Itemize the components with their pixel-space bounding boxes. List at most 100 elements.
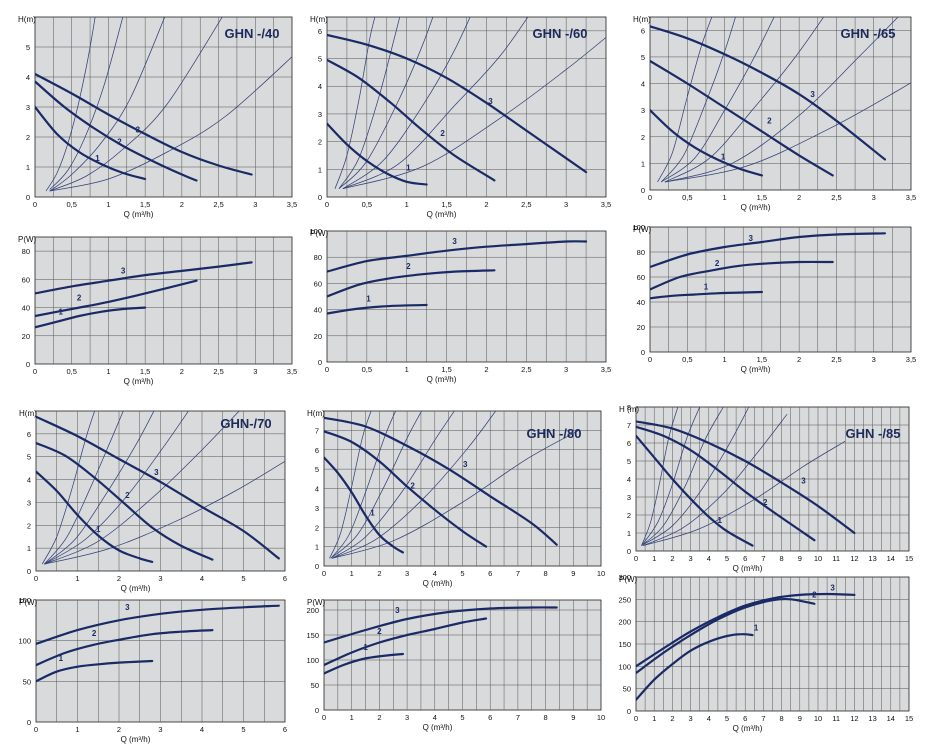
x-tick-label: 4 bbox=[200, 725, 204, 734]
x-tick-label: 2 bbox=[180, 200, 184, 209]
x-tick-label: 4 bbox=[200, 574, 204, 583]
y-tick-label: 4 bbox=[318, 82, 322, 91]
y-tick-label: 5 bbox=[641, 53, 645, 62]
x-tick-label: 15 bbox=[905, 554, 913, 563]
chart-title: GHN -/65 bbox=[841, 26, 896, 41]
y-tick-label: 100 bbox=[306, 656, 319, 665]
curve-label: 1 bbox=[95, 154, 100, 163]
y-tick-label: 5 bbox=[26, 43, 30, 52]
x-tick-label: 2,5 bbox=[521, 365, 531, 374]
y-tick-label: 1 bbox=[27, 544, 31, 553]
pump-curve-2 bbox=[35, 80, 198, 182]
x-tick-label: 13 bbox=[868, 554, 876, 563]
curve-label: 1 bbox=[406, 164, 411, 173]
pump-curve-1 bbox=[650, 109, 763, 177]
x-tick-label: 1,5 bbox=[441, 200, 451, 209]
y-tick-label: 0 bbox=[315, 562, 319, 571]
x-tick-label: 7 bbox=[516, 713, 520, 722]
curve-label: 3 bbox=[395, 606, 400, 615]
system-curve bbox=[664, 17, 825, 183]
x-tick-label: 5 bbox=[241, 725, 245, 734]
x-tick-label: 1,5 bbox=[441, 365, 451, 374]
y-tick-label: 6 bbox=[27, 430, 31, 439]
x-axis-title: Q (m³/h) bbox=[124, 210, 154, 219]
pump-curve-2 bbox=[35, 279, 198, 318]
x-tick-label: 2 bbox=[670, 714, 674, 723]
system-curve bbox=[643, 413, 788, 546]
system-curve bbox=[330, 411, 397, 559]
x-tick-label: 10 bbox=[814, 714, 822, 723]
chart-title: GHN-/70 bbox=[220, 416, 271, 431]
x-tick-label: 4 bbox=[707, 714, 711, 723]
x-tick-label: 5 bbox=[241, 574, 245, 583]
x-tick-label: 3 bbox=[872, 355, 876, 364]
y-tick-label: 5 bbox=[315, 465, 319, 474]
x-tick-label: 11 bbox=[832, 554, 840, 563]
x-tick-label: 10 bbox=[597, 569, 605, 578]
x-tick-label: 1 bbox=[722, 355, 726, 364]
pump-curve-2 bbox=[650, 59, 834, 177]
x-tick-label: 5 bbox=[725, 554, 729, 563]
x-tick-label: 3,5 bbox=[906, 193, 916, 202]
system-curve bbox=[664, 17, 899, 183]
system-curve bbox=[44, 411, 240, 565]
y-tick-label: 150 bbox=[18, 596, 31, 605]
x-tick-label: 6 bbox=[488, 713, 492, 722]
curve-label: 1 bbox=[58, 308, 63, 317]
y-tick-label: 0 bbox=[26, 193, 30, 202]
x-tick-label: 14 bbox=[887, 714, 895, 723]
ghn40-power-plot: 0 0,5 1 1,5 2 2,5 3 3,5 0 20 40 60 80 P(W) Q (m³/h) 1 2 3 bbox=[18, 235, 297, 386]
system-curve bbox=[49, 17, 166, 192]
y-tick-label: 50 bbox=[23, 677, 31, 686]
x-tick-label: 1 bbox=[350, 713, 354, 722]
x-tick-label: 14 bbox=[887, 554, 895, 563]
curve-label: 3 bbox=[463, 460, 468, 469]
pump-curve-1 bbox=[327, 122, 428, 186]
x-tick-label: 2 bbox=[670, 554, 674, 563]
x-tick-label: 1 bbox=[106, 200, 110, 209]
pump-curve-3 bbox=[36, 415, 280, 560]
curve-label: 3 bbox=[125, 603, 130, 612]
pump-curve-1 bbox=[35, 105, 147, 181]
curve-label: 2 bbox=[763, 498, 768, 507]
x-tick-label: 6 bbox=[488, 569, 492, 578]
y-axis-title: H(m) bbox=[633, 15, 651, 24]
x-axis-title: Q (m³/h) bbox=[733, 724, 763, 733]
x-tick-label: 2 bbox=[117, 725, 121, 734]
x-tick-label: 8 bbox=[544, 569, 548, 578]
y-tick-label: 8 bbox=[627, 403, 631, 412]
x-axis-title: Q (m³/h) bbox=[124, 377, 154, 386]
x-tick-label: 1 bbox=[652, 554, 656, 563]
system-curve bbox=[329, 411, 372, 559]
x-tick-label: 1,5 bbox=[140, 200, 150, 209]
curve-label: 1 bbox=[363, 643, 368, 652]
x-tick-label: 1 bbox=[75, 725, 79, 734]
x-tick-label: 3,5 bbox=[287, 200, 297, 209]
x-tick-label: 3 bbox=[564, 200, 568, 209]
pump-curve-1 bbox=[650, 290, 763, 300]
system-curve bbox=[44, 460, 285, 565]
curve-label: 2 bbox=[715, 259, 720, 268]
x-tick-label: 3 bbox=[564, 365, 568, 374]
y-tick-label: 4 bbox=[27, 476, 31, 485]
system-curve bbox=[641, 407, 750, 546]
x-tick-label: 2,5 bbox=[213, 200, 223, 209]
y-tick-label: 2 bbox=[641, 133, 645, 142]
y-tick-label: 200 bbox=[618, 618, 631, 627]
pump-curve-2 bbox=[324, 617, 488, 667]
x-tick-label: 0 bbox=[325, 365, 329, 374]
x-tick-label: 3 bbox=[689, 554, 693, 563]
x-tick-label: 0 bbox=[33, 200, 37, 209]
x-tick-label: 0 bbox=[34, 725, 38, 734]
system-curve bbox=[332, 411, 455, 559]
pump-curve-1 bbox=[36, 659, 154, 683]
x-tick-label: 1 bbox=[350, 569, 354, 578]
y-tick-label: 4 bbox=[26, 73, 30, 82]
chart-title: GHN -/40 bbox=[225, 26, 280, 41]
pump-curve-3 bbox=[636, 592, 856, 668]
x-axis-title: Q (m³/h) bbox=[733, 564, 763, 573]
x-tick-label: 7 bbox=[761, 714, 765, 723]
y-tick-label: 150 bbox=[618, 640, 631, 649]
y-tick-label: 0 bbox=[318, 193, 322, 202]
